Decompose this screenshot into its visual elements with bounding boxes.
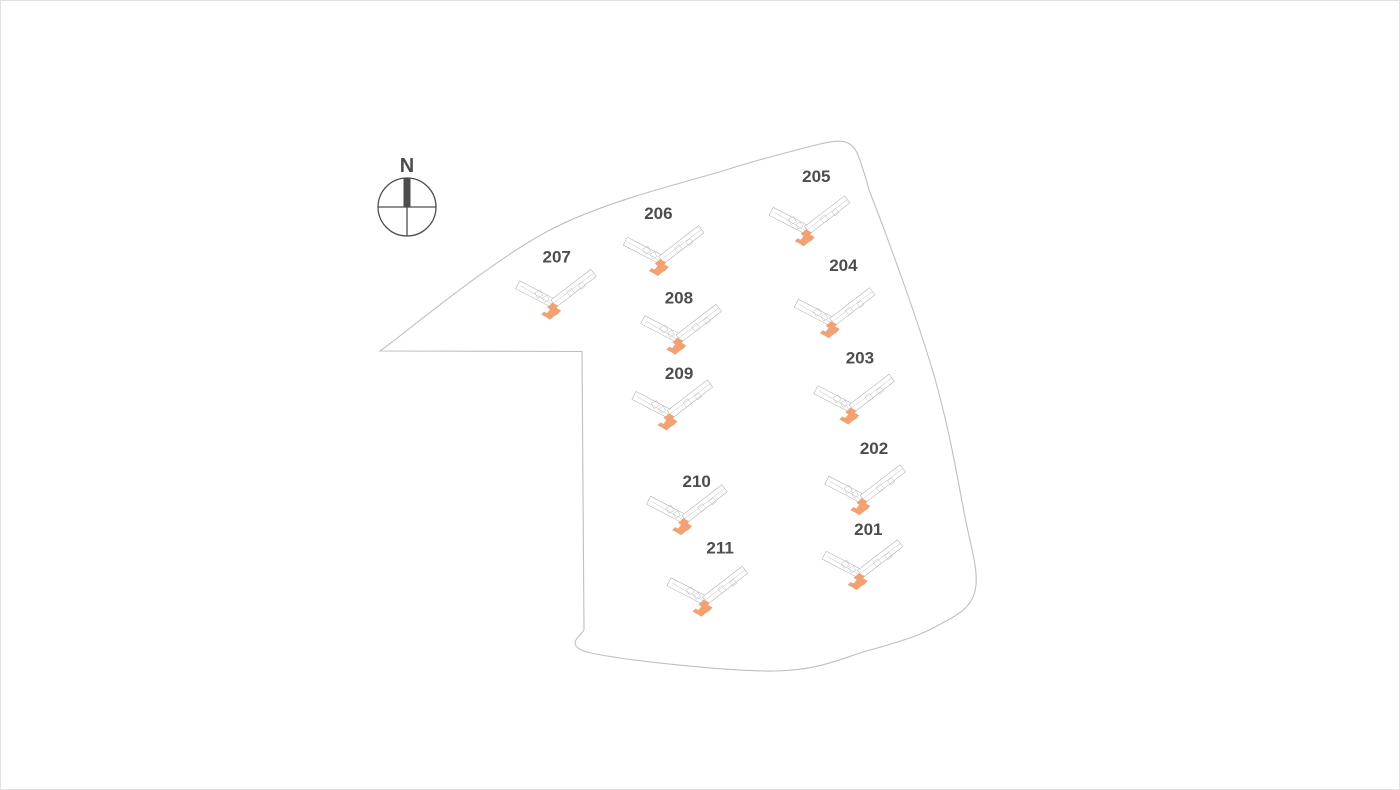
svg-text:205: 205 xyxy=(802,167,830,186)
svg-text:210: 210 xyxy=(683,472,711,491)
svg-text:N: N xyxy=(400,155,414,177)
svg-text:204: 204 xyxy=(829,256,858,275)
svg-text:207: 207 xyxy=(543,248,571,267)
svg-text:206: 206 xyxy=(644,204,672,223)
svg-text:211: 211 xyxy=(706,539,733,558)
svg-text:202: 202 xyxy=(860,439,888,458)
svg-text:209: 209 xyxy=(665,364,693,383)
svg-text:208: 208 xyxy=(665,289,693,308)
svg-text:201: 201 xyxy=(854,520,882,539)
svg-text:203: 203 xyxy=(846,348,874,367)
